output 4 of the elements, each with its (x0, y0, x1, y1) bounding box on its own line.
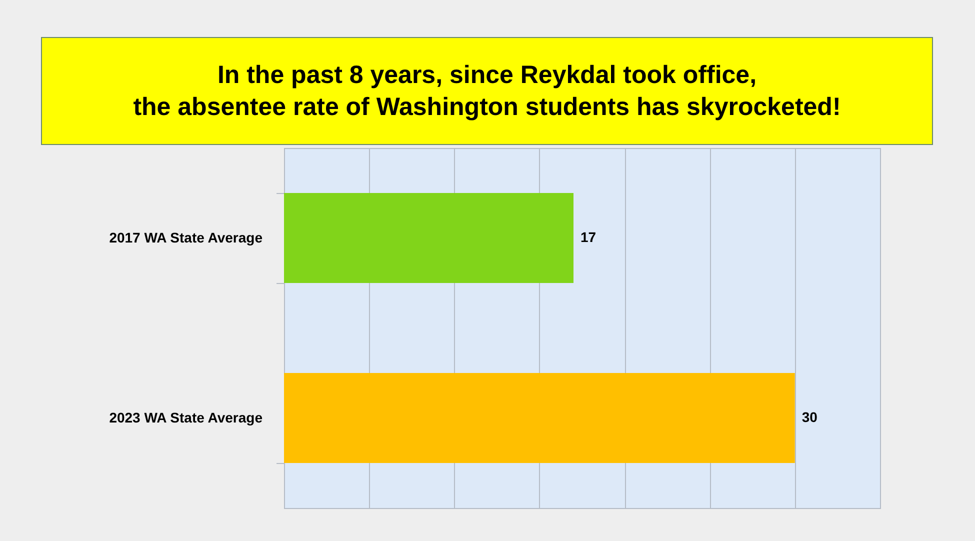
data-label: 17 (580, 229, 596, 245)
y-tick-label: 2017 WA State Average (109, 230, 263, 246)
y-tick-label: 2023 WA State Average (109, 410, 263, 426)
data-label: 30 (802, 409, 818, 425)
